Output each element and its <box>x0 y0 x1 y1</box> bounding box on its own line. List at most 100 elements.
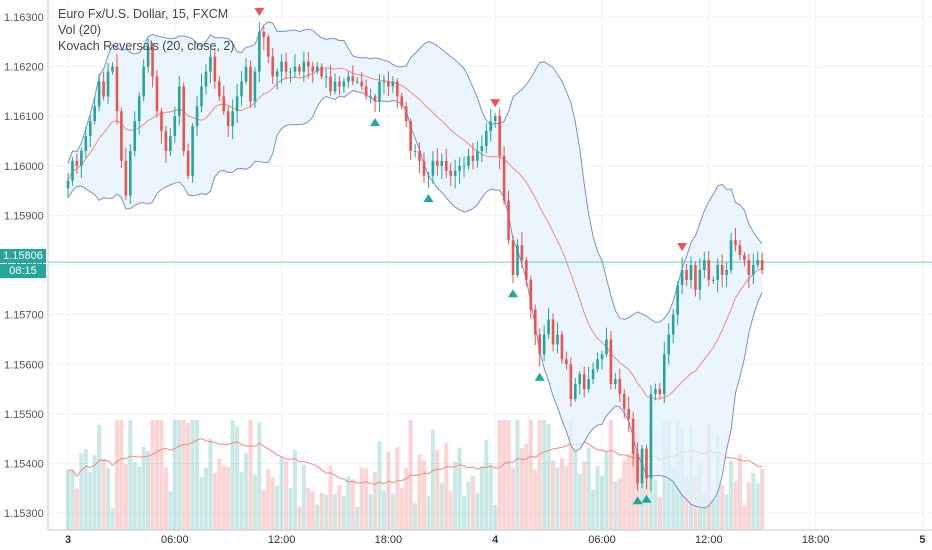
candle-body <box>106 71 110 97</box>
candle-body <box>676 284 679 315</box>
volume-bar <box>466 481 471 530</box>
volume-bar <box>292 449 297 530</box>
candle-body <box>516 245 519 275</box>
volume-bar <box>519 448 524 530</box>
volume-bar <box>212 472 217 530</box>
volume-bar <box>497 420 502 530</box>
candle-body <box>738 245 742 256</box>
volume-bar <box>190 420 195 530</box>
time-tick-label: 5 <box>919 534 925 546</box>
volume-bar <box>475 492 480 530</box>
candle-body <box>222 96 226 112</box>
candle-body <box>467 155 470 166</box>
volume-bar <box>484 440 489 530</box>
volume-bar <box>114 420 119 530</box>
volume-bar <box>252 474 257 530</box>
volume-bar <box>337 484 342 530</box>
candle-body <box>120 111 123 161</box>
volume-bar <box>203 468 208 530</box>
volume-bar <box>123 463 128 530</box>
volume-bar <box>542 420 547 530</box>
candle-body <box>129 150 132 196</box>
volume-bar <box>195 420 200 530</box>
candle-body <box>387 81 390 87</box>
volume-bar <box>564 466 569 530</box>
candle-body <box>191 126 194 176</box>
candle-body <box>716 265 719 280</box>
candle-body <box>654 389 657 395</box>
volume-bar <box>74 488 79 530</box>
volume-bar <box>266 469 271 530</box>
volume-bar <box>568 420 573 530</box>
candle-body <box>694 265 697 290</box>
volume-indicator-label[interactable]: Vol (20) <box>58 23 102 37</box>
candle-body <box>627 408 630 419</box>
candle-body <box>382 81 386 83</box>
candle-body <box>409 121 412 151</box>
volume-bar <box>533 469 538 530</box>
candle-body <box>582 374 586 390</box>
candle-body <box>71 160 74 181</box>
kovach-indicator-label[interactable]: Kovach Reversals (20, close, 2) <box>58 39 235 53</box>
candle-body <box>80 150 83 166</box>
bar-countdown-tag: 08:15 <box>0 264 46 278</box>
candle-body <box>453 170 457 176</box>
volume-bar <box>537 420 542 530</box>
candle-body <box>658 389 662 395</box>
candle-body <box>480 145 484 151</box>
volume-bar <box>324 494 329 530</box>
volume-bar <box>608 420 613 530</box>
volume-bar <box>737 454 742 530</box>
volume-bar <box>150 420 155 530</box>
volume-bar <box>444 442 449 530</box>
candle-body <box>315 66 319 72</box>
volume-bar <box>119 420 124 530</box>
candle-body <box>578 374 582 385</box>
candle-body <box>614 379 617 385</box>
candle-body <box>115 66 119 112</box>
candle-body <box>173 116 177 137</box>
bullish-reversal-marker <box>508 289 518 298</box>
symbol-title[interactable]: Euro Fx/U.S. Dollar, 15, FXCM <box>58 7 229 21</box>
time-tick-label: 18:00 <box>375 534 403 546</box>
candle-body <box>320 66 323 77</box>
candle-body <box>160 111 163 132</box>
reversal-markers <box>254 7 688 505</box>
volume-bar <box>70 470 75 530</box>
candle-body <box>75 160 79 166</box>
volume-bar <box>239 472 244 530</box>
volume-bar <box>315 504 320 530</box>
time-tick-label: 4 <box>492 534 499 546</box>
price-tick-label: 1.15300 <box>4 508 44 520</box>
volume-bar <box>395 447 400 530</box>
price-tick-label: 1.15600 <box>4 359 44 371</box>
candle-body <box>266 36 270 57</box>
candle-body <box>280 61 283 72</box>
volume-bar <box>729 460 734 530</box>
volume-bar <box>301 464 306 530</box>
candle-body <box>226 111 230 127</box>
volume-bar <box>373 471 378 530</box>
candle-body <box>440 160 444 166</box>
volume-bar <box>724 494 729 530</box>
volume-bar <box>657 496 662 530</box>
candle-body <box>449 170 452 176</box>
volume-bar <box>604 450 609 530</box>
candle-body <box>369 96 372 98</box>
volume-bar <box>217 458 222 530</box>
volume-bar <box>555 467 560 530</box>
candle-body <box>355 81 359 83</box>
candle-body <box>333 81 337 92</box>
candle-body <box>471 155 475 161</box>
volume-bar <box>511 467 515 530</box>
candle-body <box>151 46 154 77</box>
candle-body <box>324 76 328 78</box>
bullish-reversal-marker <box>370 118 381 127</box>
volume-bar <box>172 420 177 530</box>
volume-bar <box>270 477 275 530</box>
candle-body <box>262 31 266 37</box>
volume-bar <box>328 465 333 530</box>
volume-bar <box>582 461 587 530</box>
candle-body <box>177 86 181 117</box>
